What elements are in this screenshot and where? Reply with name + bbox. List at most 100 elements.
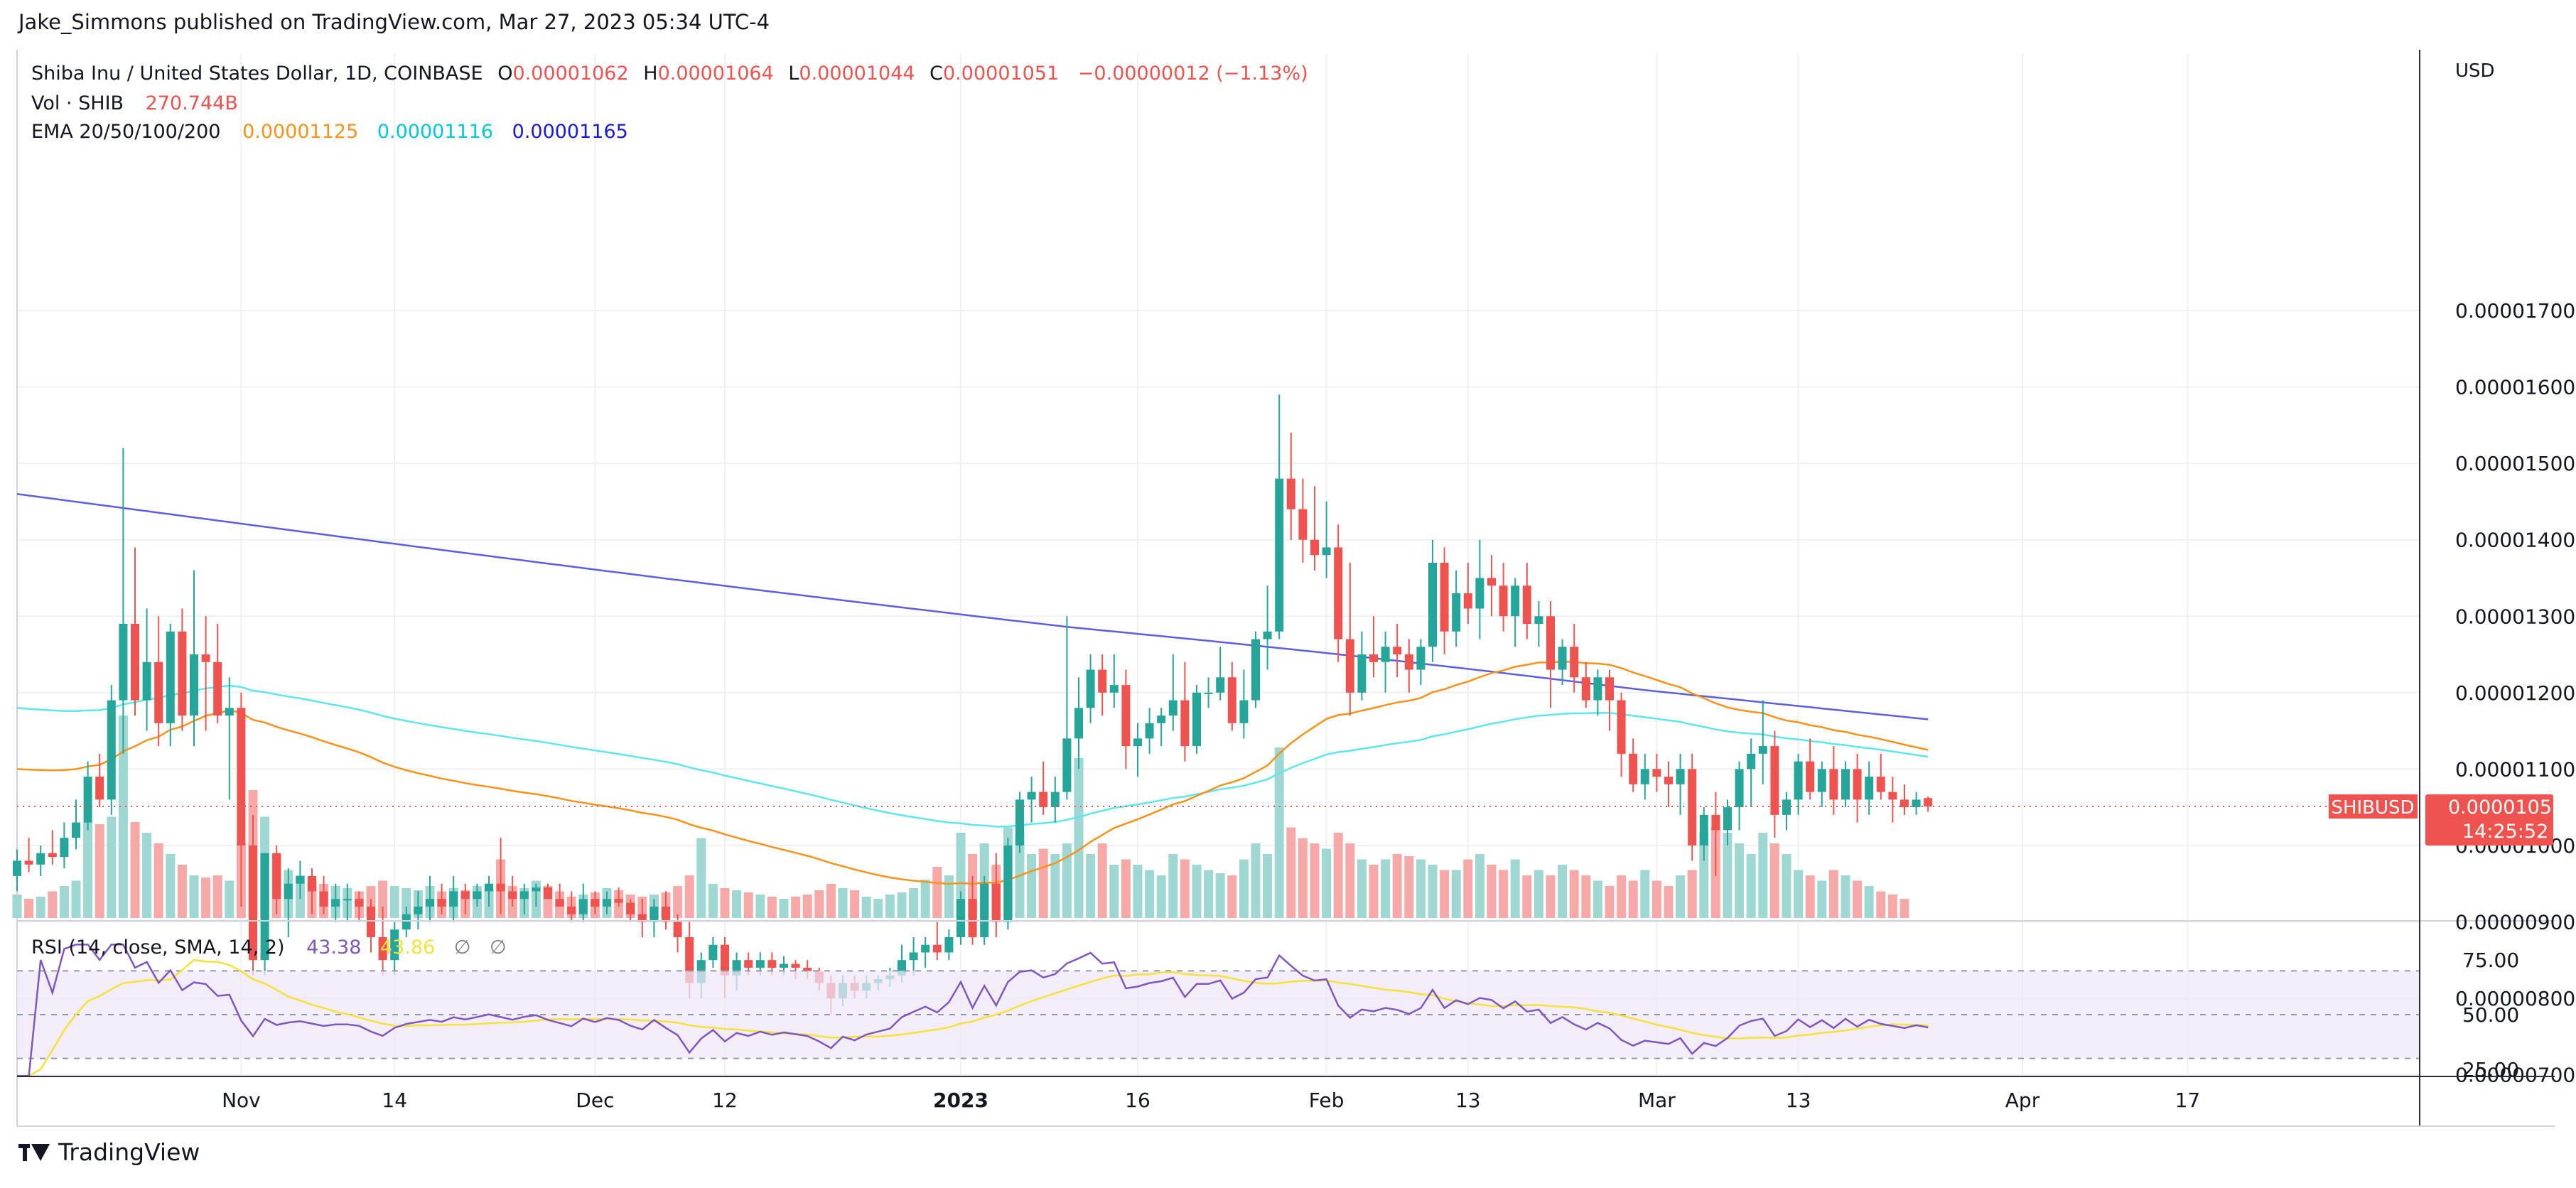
candle-body[interactable] xyxy=(1900,799,1909,808)
candle-body[interactable] xyxy=(107,700,116,800)
candle-body[interactable] xyxy=(1806,761,1815,792)
candle-body[interactable] xyxy=(1322,547,1331,556)
candle-body[interactable] xyxy=(1676,769,1685,784)
candle-body[interactable] xyxy=(166,631,175,723)
candle-body[interactable] xyxy=(1475,578,1484,609)
candle-body[interactable] xyxy=(555,899,564,907)
candle-body[interactable] xyxy=(48,853,57,858)
candle-body[interactable] xyxy=(1711,814,1720,831)
volume-label[interactable]: Vol · SHIB xyxy=(31,92,124,114)
volume-legend[interactable]: Vol · SHIB 270.744B xyxy=(31,92,238,114)
candle-body[interactable] xyxy=(343,899,352,901)
candle-body[interactable] xyxy=(1310,539,1319,556)
candle-body[interactable] xyxy=(1511,585,1520,617)
candle-body[interactable] xyxy=(460,891,470,900)
candle-body[interactable] xyxy=(1699,814,1708,846)
candle-body[interactable] xyxy=(767,960,777,968)
candle-body[interactable] xyxy=(544,887,552,900)
candle-body[interactable] xyxy=(1286,478,1295,509)
candle-body[interactable] xyxy=(1086,669,1095,708)
candle-body[interactable] xyxy=(1133,738,1142,747)
candle-body[interactable] xyxy=(567,906,576,914)
candle-body[interactable] xyxy=(637,914,647,922)
candle-body[interactable] xyxy=(308,875,316,892)
candle-body[interactable] xyxy=(414,906,423,914)
candle-body[interactable] xyxy=(1723,807,1732,831)
candle-body[interactable] xyxy=(60,838,69,858)
candle-body[interactable] xyxy=(319,891,328,907)
candle-body[interactable] xyxy=(626,902,635,914)
candle-body[interactable] xyxy=(1121,685,1131,747)
candle-body[interactable] xyxy=(980,883,989,937)
candle-body[interactable] xyxy=(1298,509,1308,540)
candle-body[interactable] xyxy=(473,891,482,900)
time-axis[interactable]: Nov 14 Dec 12 2023 16 Feb 13 Mar 13 Apr 17 xyxy=(17,1076,2555,1127)
ema-label[interactable]: EMA 20/50/100/200 xyxy=(31,121,221,143)
candle-body[interactable] xyxy=(1912,799,1921,808)
candle-body[interactable] xyxy=(744,960,753,968)
candle-body[interactable] xyxy=(1357,654,1367,693)
candle-body[interactable] xyxy=(154,662,163,723)
candle-body[interactable] xyxy=(1227,677,1236,723)
candle-body[interactable] xyxy=(1593,677,1602,701)
candle-body[interactable] xyxy=(225,708,234,716)
candle-body[interactable] xyxy=(991,883,1001,922)
candle-body[interactable] xyxy=(1180,700,1190,747)
candle-body[interactable] xyxy=(178,631,187,716)
candle-body[interactable] xyxy=(1157,716,1166,723)
candle-body[interactable] xyxy=(721,944,729,976)
symbol-legend[interactable]: Shiba Inu / United States Dollar, 1D, CO… xyxy=(31,63,1308,85)
candle-body[interactable] xyxy=(956,899,965,937)
candle-body[interactable] xyxy=(1688,769,1697,846)
candle-body[interactable] xyxy=(909,952,918,961)
price-axis[interactable]: USD 0.00000700 0.00000800 0.00000900 0.00001… xyxy=(2419,50,2575,1126)
candle-body[interactable] xyxy=(755,960,765,968)
candle-body[interactable] xyxy=(1345,639,1354,693)
candle-body[interactable] xyxy=(1640,769,1649,784)
candle-body[interactable] xyxy=(1829,769,1838,800)
candle-body[interactable] xyxy=(201,654,210,662)
candle-body[interactable] xyxy=(142,662,151,701)
candle-body[interactable] xyxy=(378,936,387,961)
candle-body[interactable] xyxy=(1003,845,1013,922)
candle-body[interactable] xyxy=(508,891,517,900)
candle-body[interactable] xyxy=(426,899,434,907)
candle-body[interactable] xyxy=(1452,593,1461,632)
candle-body[interactable] xyxy=(213,662,222,716)
candle-body[interactable] xyxy=(1546,616,1555,670)
footer-brand[interactable]: TradingView xyxy=(18,1138,200,1166)
candle-body[interactable] xyxy=(603,899,611,907)
candle-body[interactable] xyxy=(614,899,623,903)
candle-body[interactable] xyxy=(284,883,293,900)
candle-body[interactable] xyxy=(1581,677,1590,701)
candle-body[interactable] xyxy=(1050,792,1060,808)
candle-body[interactable] xyxy=(1534,616,1543,625)
candle-body[interactable] xyxy=(673,922,682,937)
candle-body[interactable] xyxy=(367,906,375,937)
candle-body[interactable] xyxy=(1876,777,1885,792)
candle-body[interactable] xyxy=(1758,746,1767,754)
candle-body[interactable] xyxy=(72,822,80,838)
candle-body[interactable] xyxy=(1263,631,1272,639)
candle-body[interactable] xyxy=(780,963,788,968)
candle-body[interactable] xyxy=(1522,585,1531,625)
candle-body[interactable] xyxy=(1192,692,1201,747)
candle-body[interactable] xyxy=(1275,478,1284,632)
candle-body[interactable] xyxy=(662,906,670,922)
candle-body[interactable] xyxy=(1888,792,1897,800)
candle-body[interactable] xyxy=(1404,654,1413,670)
candle-body[interactable] xyxy=(1428,562,1437,647)
candle-body[interactable] xyxy=(1015,799,1024,846)
candle-body[interactable] xyxy=(390,929,399,961)
symbol-name[interactable]: Shiba Inu / United States Dollar, 1D, CO… xyxy=(31,63,483,85)
candle-body[interactable] xyxy=(272,853,281,900)
candle-body[interactable] xyxy=(1109,685,1119,693)
candle-body[interactable] xyxy=(13,860,21,876)
candle-body[interactable] xyxy=(83,777,92,823)
candle-body[interactable] xyxy=(1924,798,1933,807)
candle-body[interactable] xyxy=(1062,738,1072,792)
candle-body[interactable] xyxy=(119,624,128,701)
rsi-legend[interactable]: RSI (14, close, SMA, 14, 2) 43.38 43.86 … xyxy=(31,936,507,958)
candle-body[interactable] xyxy=(1817,769,1826,792)
candle-body[interactable] xyxy=(1074,708,1083,739)
